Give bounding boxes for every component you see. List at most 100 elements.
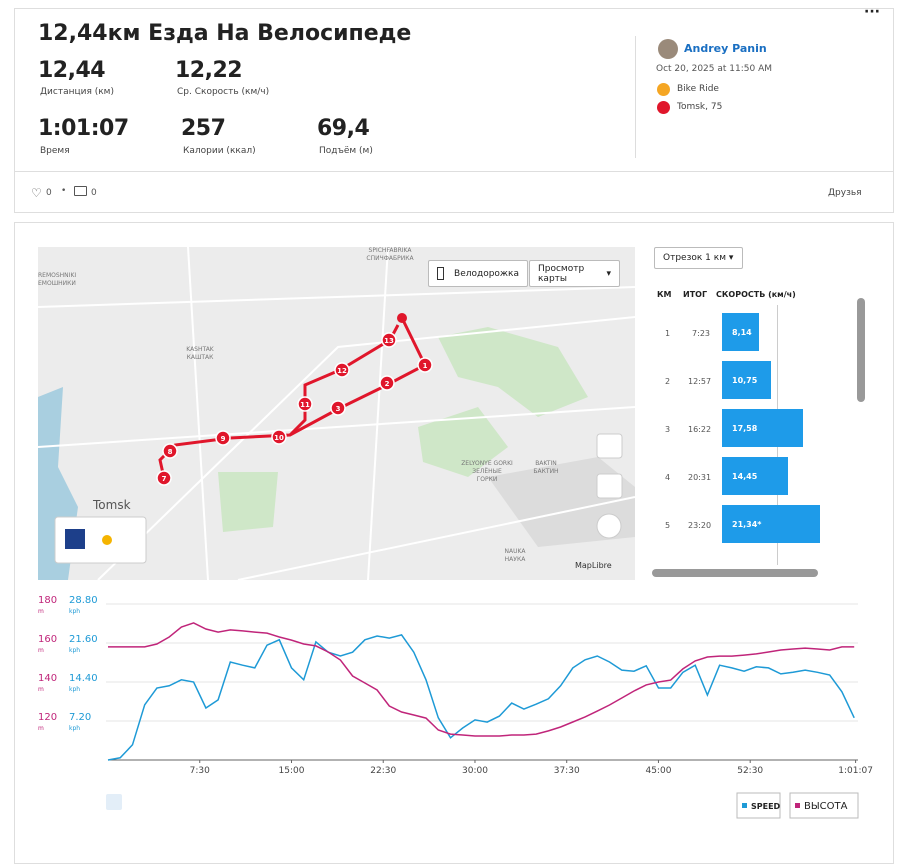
y-tick-label: 14.40 [69, 673, 98, 684]
activity-title: 12,44км Езда На Велосипеде [38, 21, 412, 46]
y2-unit: m [38, 647, 44, 654]
table-header: КМ [657, 290, 672, 299]
split-speed: 14,45 [732, 472, 758, 481]
weather-logo [65, 529, 85, 549]
more-menu[interactable]: ··· [864, 4, 880, 20]
x-tick-label: 45:00 [645, 766, 671, 776]
route-marker [417, 357, 433, 373]
y-unit: kph [69, 725, 80, 732]
stat-value: 1:01:07 [38, 116, 129, 141]
park [418, 407, 508, 477]
legend-swatch [742, 803, 747, 808]
y-unit: kph [69, 608, 80, 615]
city-label: Tomsk [92, 498, 131, 512]
map[interactable]: SPICHFABRIKA СПИЧФАБРИКА REMOSHNIKI ЕМОШ… [38, 247, 635, 580]
checkbox[interactable] [437, 267, 445, 280]
split-bar [722, 313, 760, 351]
route-marker [162, 443, 178, 459]
route-marker [297, 396, 313, 412]
map-view-dropdown[interactable]: Просмотр карты ▾ [529, 260, 620, 287]
compass-button[interactable] [596, 513, 622, 539]
split-bar [722, 361, 772, 399]
route-marker [215, 430, 231, 446]
y2-tick-label: 140 [38, 673, 57, 684]
scrollbar[interactable] [652, 569, 818, 577]
stat-value: 12,44 [38, 58, 106, 83]
button-label: Велодорожка [454, 268, 519, 279]
legend-swatch [795, 803, 800, 808]
marker-label: 8 [168, 448, 173, 456]
split-km: 2 [665, 377, 671, 386]
locate-button[interactable] [596, 473, 623, 499]
roads [38, 247, 635, 580]
route-marker [271, 429, 287, 445]
table-header: СКОРОСТЬ (км/ч) [716, 290, 796, 299]
divider [635, 36, 636, 158]
map-label: KASHTAK [186, 346, 215, 353]
map-label: КАШТАК [187, 354, 215, 361]
x-tick-label: 30:00 [462, 766, 488, 776]
split-speed: 10,75 [732, 376, 758, 385]
route-marker [156, 470, 172, 486]
comment-icon[interactable] [74, 186, 87, 196]
like-icon[interactable]: ♡ [31, 186, 42, 200]
split-time: 16:22 [688, 425, 712, 434]
weather-widget[interactable] [54, 516, 147, 564]
route-marker [381, 332, 397, 348]
x-tick-label: 7:30 [190, 766, 210, 776]
location: Tomsk, 75 [677, 102, 723, 112]
stat-label: Время [40, 146, 70, 156]
stat-label: Дистанция (км) [40, 87, 114, 97]
y2-tick-label: 120 [38, 712, 57, 723]
split-time: 12:57 [688, 377, 712, 386]
map-label: NAUKA [505, 548, 527, 555]
button-label: Просмотр карты [538, 263, 585, 284]
y-unit: kph [69, 647, 80, 654]
split-time: 23:20 [688, 521, 712, 530]
route-marker [334, 362, 350, 378]
split-bar [722, 457, 789, 495]
split-selector[interactable]: Отрезок 1 км ▾ [654, 247, 743, 269]
map-label: НАУКА [505, 556, 527, 563]
split-km: 5 [665, 521, 671, 530]
activity-type: Bike Ride [677, 84, 719, 94]
y-tick-label: 7.20 [69, 712, 91, 723]
split-speed: 17,58 [732, 424, 758, 433]
x-tick-label: 37:30 [554, 766, 580, 776]
bike-lanes-toggle[interactable]: Велодорожка [428, 260, 528, 287]
x-tick-label: 52:30 [737, 766, 763, 776]
legend-box[interactable] [789, 792, 859, 819]
legend-label: SPEED [751, 802, 781, 811]
series-line [107, 634, 855, 761]
x-tick-label: 1:01:07 [838, 766, 873, 776]
location-icon [657, 101, 670, 114]
map-label: REMOSHNIKI [38, 272, 76, 279]
avatar[interactable] [658, 39, 678, 59]
y2-unit: m [38, 686, 44, 693]
y-unit: kph [69, 686, 80, 693]
fullscreen-button[interactable] [596, 433, 623, 459]
separator: • [61, 186, 67, 196]
visibility[interactable]: Друзья [828, 188, 862, 198]
marker-label: 7 [162, 475, 167, 483]
park [218, 472, 278, 532]
marker-label: 12 [337, 367, 347, 375]
time-toggle[interactable] [106, 794, 122, 810]
like-count: 0 [46, 188, 52, 198]
series-line [108, 622, 855, 737]
stat-label: Ср. Скорость (км/ч) [177, 87, 270, 97]
split-bar [722, 505, 821, 543]
x-tick-label: 22:30 [370, 766, 396, 776]
table-header: ИТОГ [683, 290, 708, 299]
map-label: ЕМОШНИКИ [38, 280, 76, 287]
stat-label: Калории (ккал) [183, 146, 256, 156]
marker-label: 1 [423, 362, 428, 370]
activity-date: Oct 20, 2025 at 11:50 AM [656, 64, 772, 74]
scrollbar[interactable] [857, 298, 865, 402]
athlete-name[interactable]: Andrey Panin [684, 42, 767, 55]
activity-card [14, 8, 894, 173]
y2-unit: m [38, 608, 44, 615]
marker-label: 2 [385, 380, 390, 388]
stat-label: Подъём (м) [319, 146, 373, 156]
